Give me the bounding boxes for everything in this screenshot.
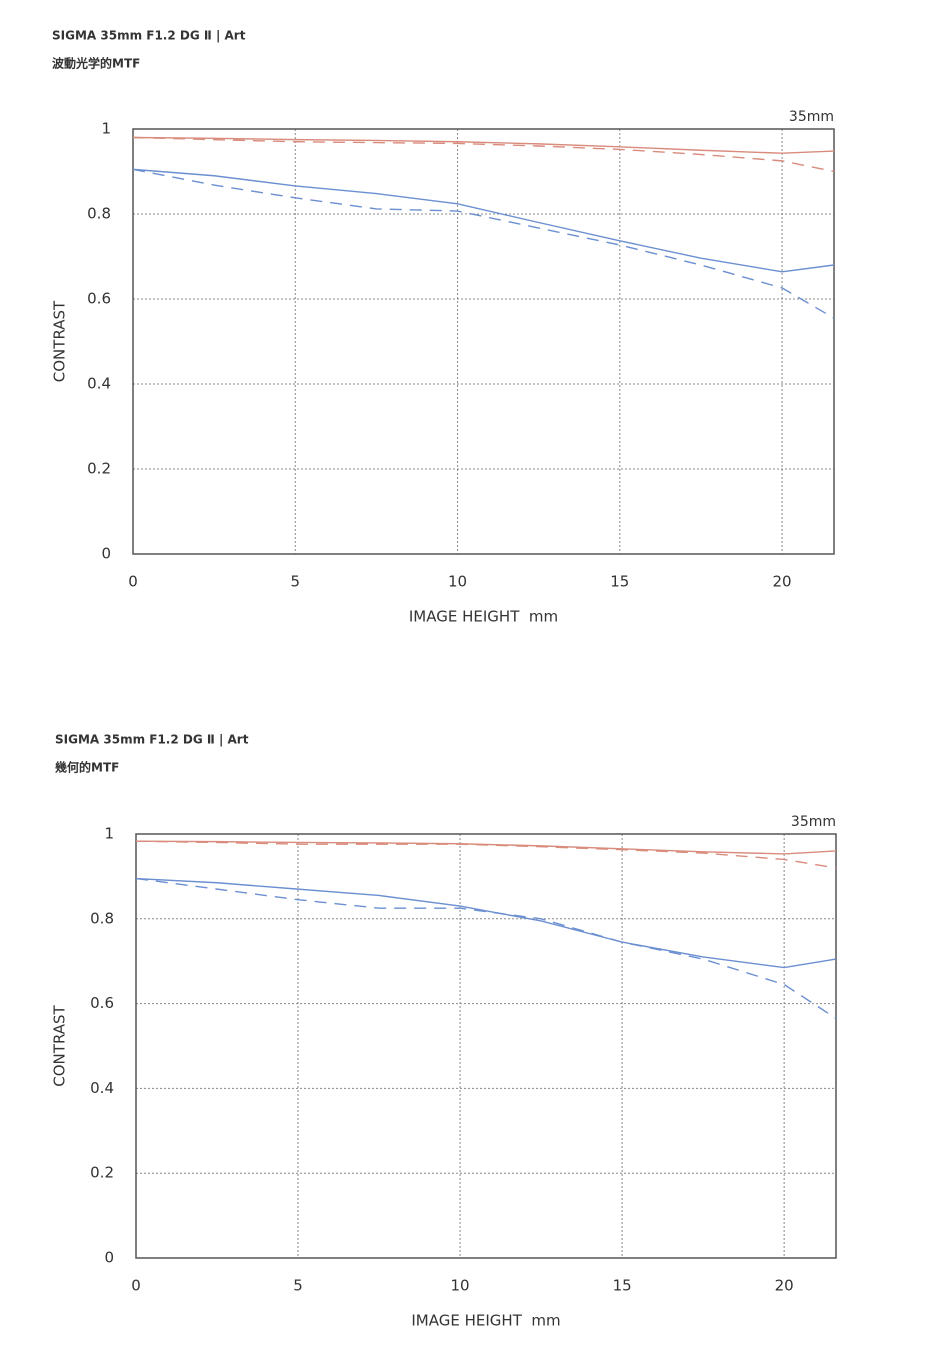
series-line	[132, 136, 835, 173]
y-tick-label: 0.2	[87, 460, 111, 478]
series-line	[132, 136, 835, 154]
y-tick-label: 0.8	[87, 205, 111, 223]
series-line	[132, 168, 835, 273]
x-tick-label: 5	[293, 1277, 303, 1295]
chart-subtitle: 波動光学的MTF	[52, 56, 140, 71]
x-tick-label: 10	[448, 573, 467, 591]
x-tick-label: 10	[451, 1277, 470, 1295]
annotation: 35mm	[789, 109, 834, 125]
chart-title: SIGMA 35mm F1.2 DG Ⅱ | Art	[52, 29, 246, 43]
y-tick-label: 0.8	[90, 909, 114, 927]
x-tick-label: 20	[773, 573, 792, 591]
annotation: 35mm	[791, 814, 836, 830]
y-tick-label: 0.6	[90, 994, 114, 1012]
y-tick-label: 0	[104, 1249, 114, 1267]
x-tick-label: 0	[128, 573, 138, 591]
y-tick-label: 0.6	[87, 290, 111, 308]
y-axis-label: CONTRAST	[51, 1004, 69, 1086]
x-tick-label: 5	[290, 573, 300, 591]
series-line	[135, 840, 837, 869]
y-axis-label: CONTRAST	[51, 300, 69, 382]
chart-title: SIGMA 35mm F1.2 DG Ⅱ | Art	[55, 733, 249, 747]
y-tick-label: 1	[101, 120, 111, 138]
chart-subtitle: 幾何的MTF	[55, 760, 119, 775]
x-tick-label: 15	[613, 1277, 632, 1295]
y-tick-label: 0.2	[90, 1164, 114, 1182]
y-tick-label: 0	[101, 545, 111, 563]
y-tick-label: 0.4	[87, 375, 111, 393]
series-line	[132, 168, 835, 319]
plot-frame	[132, 128, 835, 555]
x-tick-label: 20	[775, 1277, 794, 1295]
x-axis-label: IMAGE HEIGHT mm	[409, 608, 558, 626]
plot-frame	[135, 833, 837, 1259]
x-tick-label: 15	[610, 573, 629, 591]
y-tick-label: 0.4	[90, 1079, 114, 1097]
x-tick-label: 0	[131, 1277, 141, 1295]
series-line	[135, 877, 837, 1020]
x-axis-label: IMAGE HEIGHT mm	[411, 1312, 560, 1330]
y-tick-label: 1	[104, 825, 114, 843]
